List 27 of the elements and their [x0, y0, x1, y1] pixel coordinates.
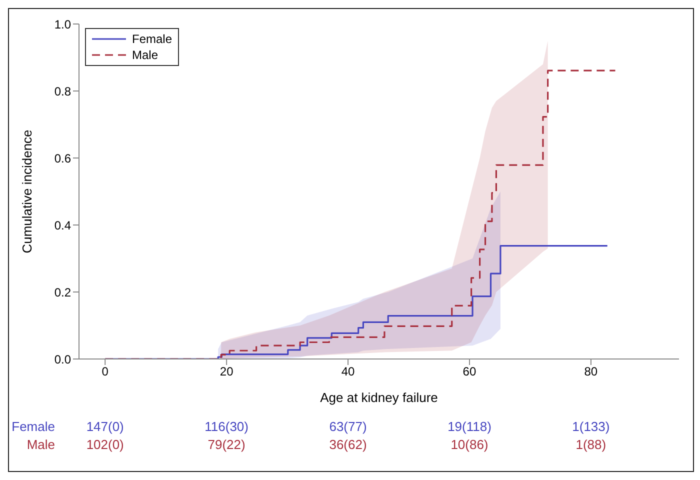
text: 116(30)	[204, 419, 250, 434]
y-axis-title: Cumulative incidence	[20, 130, 35, 254]
x-axis-title: Age at kidney failure	[320, 390, 438, 405]
legend-label: Female	[132, 32, 172, 46]
y-tick-label: 0.6	[54, 151, 72, 166]
text: 102(0)	[85, 437, 125, 452]
text: 79(22)	[206, 437, 246, 452]
y-tick-label: 0.4	[54, 218, 72, 232]
text: 1(133)	[571, 419, 611, 434]
text: Male	[26, 437, 55, 452]
text: 63(77)	[328, 419, 368, 434]
y-tick-label: 1.0	[54, 17, 72, 32]
x-tick-label: 60	[462, 364, 476, 379]
y-tick-label: 0.2	[54, 285, 72, 300]
x-tick-label: 20	[220, 364, 234, 379]
text: 19(118)	[446, 419, 492, 434]
x-tick-label: 0	[102, 364, 109, 379]
text: 36(62)	[328, 437, 368, 452]
y-tick-label: 0.0	[54, 352, 72, 366]
x-tick-label: 80	[584, 364, 598, 379]
text: Female	[12, 419, 55, 434]
text: 147(0)	[85, 419, 125, 434]
text: 10(86)	[450, 437, 490, 452]
x-tick-label: 40	[341, 364, 356, 379]
y-tick-label: 0.8	[54, 84, 72, 98]
legend-label: Male	[132, 48, 158, 62]
text: 1(88)	[574, 437, 608, 452]
